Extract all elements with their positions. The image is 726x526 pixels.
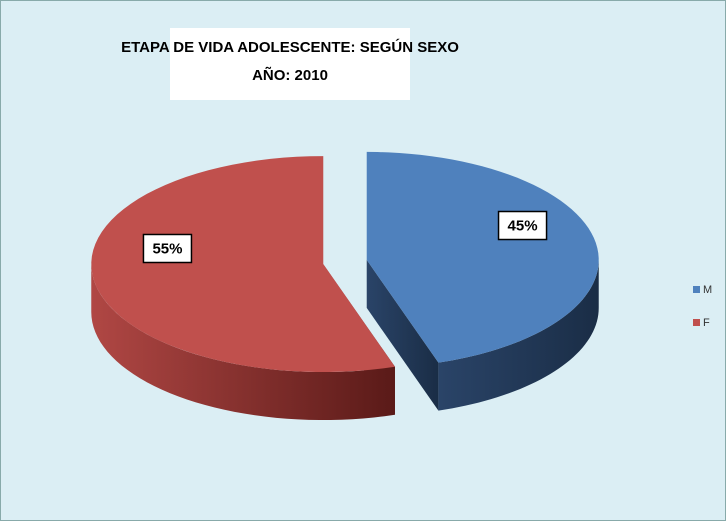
legend-label: M (703, 284, 712, 296)
legend-swatch (693, 319, 700, 326)
chart-subtitle: AÑO: 2010 (252, 66, 328, 84)
slice-side (366, 259, 439, 411)
data-label-box (497, 210, 548, 241)
chart-title: ETAPA DE VIDA ADOLESCENTE: SEGÚN SEXO (121, 38, 459, 56)
slice-side (438, 259, 599, 411)
title-box (170, 28, 410, 100)
slice-side (91, 264, 395, 421)
data-label: 55% (152, 240, 182, 257)
legend-swatch (693, 286, 700, 293)
slice (366, 151, 599, 363)
slice (91, 156, 395, 373)
data-label-box (142, 233, 193, 264)
legend-label: F (703, 317, 710, 329)
data-label: 45% (508, 217, 538, 234)
